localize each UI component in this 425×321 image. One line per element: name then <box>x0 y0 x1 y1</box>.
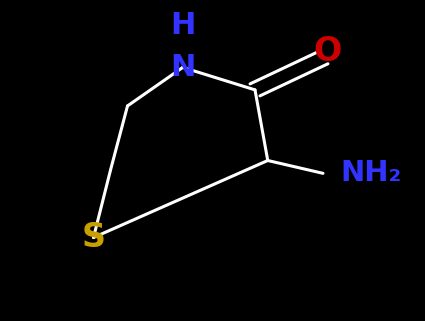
Text: H: H <box>170 11 196 40</box>
Text: N: N <box>170 53 196 82</box>
Text: O: O <box>313 35 341 68</box>
Text: NH₂: NH₂ <box>340 159 401 187</box>
Text: S: S <box>82 221 105 254</box>
